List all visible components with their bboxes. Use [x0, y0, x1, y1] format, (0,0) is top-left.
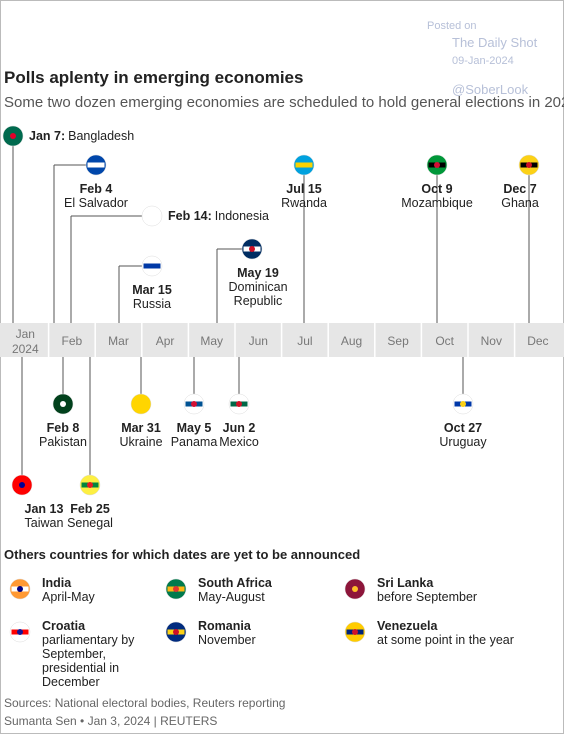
event-date: Oct 27 — [443, 421, 483, 435]
other-detail: before September — [377, 590, 478, 604]
event-country: Ukraine — [119, 435, 163, 449]
other-country: South Africa — [198, 576, 272, 590]
other-country: Romania — [198, 619, 251, 633]
event-date: Jan 7: — [29, 129, 66, 143]
other-country: Croatia — [42, 619, 86, 633]
watermark: Posted on — [427, 20, 477, 32]
other-detail: November — [198, 633, 256, 647]
month-label: May — [200, 334, 224, 348]
other-country: Venezuela — [377, 619, 438, 633]
flag-emblem — [352, 629, 358, 635]
event-country: Panama — [170, 435, 218, 449]
month-label: Sep — [387, 334, 409, 348]
title: Polls aplenty in emerging economies — [4, 68, 304, 87]
flag-emblem — [19, 482, 25, 488]
event-date: May 19 — [237, 266, 279, 280]
month-label: Jan — [15, 327, 35, 341]
flag-emblem — [236, 401, 242, 407]
month-label: Feb — [61, 334, 83, 348]
flag — [130, 393, 152, 415]
event-date: Feb 4 — [79, 182, 113, 196]
flag-emblem — [173, 586, 179, 592]
other-detail: May-August — [198, 590, 265, 604]
others-heading: Others countries for which dates are yet… — [4, 547, 361, 562]
flag-emblem — [249, 246, 255, 252]
flag — [141, 205, 163, 227]
event-country: Indonesia — [214, 209, 269, 223]
month-label: Nov — [480, 334, 502, 348]
watermark: 09-Jan-2024 — [452, 55, 514, 67]
event-date: Oct 9 — [421, 182, 453, 196]
event-date: Mar 31 — [121, 421, 161, 435]
event-country: Senegal — [67, 516, 113, 530]
flag-stripe — [143, 263, 161, 269]
month-label: Apr — [155, 334, 175, 348]
flag-stripe — [87, 162, 105, 168]
event-country: Uruguay — [439, 435, 487, 449]
flag-emblem — [460, 401, 466, 407]
flag-emblem — [17, 586, 23, 592]
event-date: Jun 2 — [222, 421, 256, 435]
event-date: Jul 15 — [286, 182, 322, 196]
other-country: Sri Lanka — [377, 576, 434, 590]
sources: Sources: National electoral bodies, Reut… — [4, 696, 286, 710]
flag-emblem — [191, 401, 197, 407]
event-country: Pakistan — [39, 435, 87, 449]
subtitle: Some two dozen emerging economies are sc… — [4, 94, 564, 111]
flag-emblem — [173, 629, 179, 635]
other-detail: parliamentary by September, presidential… — [42, 633, 135, 689]
event-country: Mexico — [219, 435, 259, 449]
event-country: Ghana — [501, 196, 539, 210]
event-country: El Salvador — [64, 196, 128, 210]
month-label: Aug — [340, 334, 363, 348]
byline: Sumanta Sen • Jan 3, 2024 | REUTERS — [4, 714, 218, 728]
month-label: Oct — [435, 334, 455, 348]
event-date: Feb 8 — [46, 421, 80, 435]
watermark: The Daily Shot — [452, 35, 538, 50]
other-detail: at some point in the year — [377, 633, 514, 647]
month-label: Mar — [108, 334, 129, 348]
event-date: May 5 — [176, 421, 212, 435]
event-date: Jan 13 — [24, 502, 64, 516]
flag-emblem — [60, 401, 66, 407]
event-date: Mar 15 — [132, 283, 172, 297]
event-date: Feb 25 — [70, 502, 110, 516]
event-country: Mozambique — [401, 196, 473, 210]
watermark: @SoberLook — [452, 82, 529, 97]
event-country: Taiwan — [24, 516, 64, 530]
flag-emblem — [17, 629, 23, 635]
flag-emblem — [526, 162, 532, 168]
event-country: Russia — [132, 297, 172, 311]
month-label: Jul — [297, 334, 313, 348]
flag-emblem — [10, 133, 16, 139]
month-label: Dec — [527, 334, 549, 348]
month-label: Jun — [248, 334, 268, 348]
event-country: Rwanda — [281, 196, 327, 210]
event-date: Feb 14: — [168, 209, 212, 223]
other-detail: April-May — [42, 590, 95, 604]
year-label: 2024 — [11, 342, 39, 356]
flag-emblem — [352, 586, 358, 592]
event-country: Dominican Republic — [228, 280, 288, 308]
event-date: Dec 7 — [503, 182, 537, 196]
event-country: Bangladesh — [68, 129, 135, 143]
flag-emblem — [434, 162, 440, 168]
other-country: India — [42, 576, 72, 590]
flag-emblem — [87, 482, 93, 488]
flag-stripe — [295, 162, 313, 168]
